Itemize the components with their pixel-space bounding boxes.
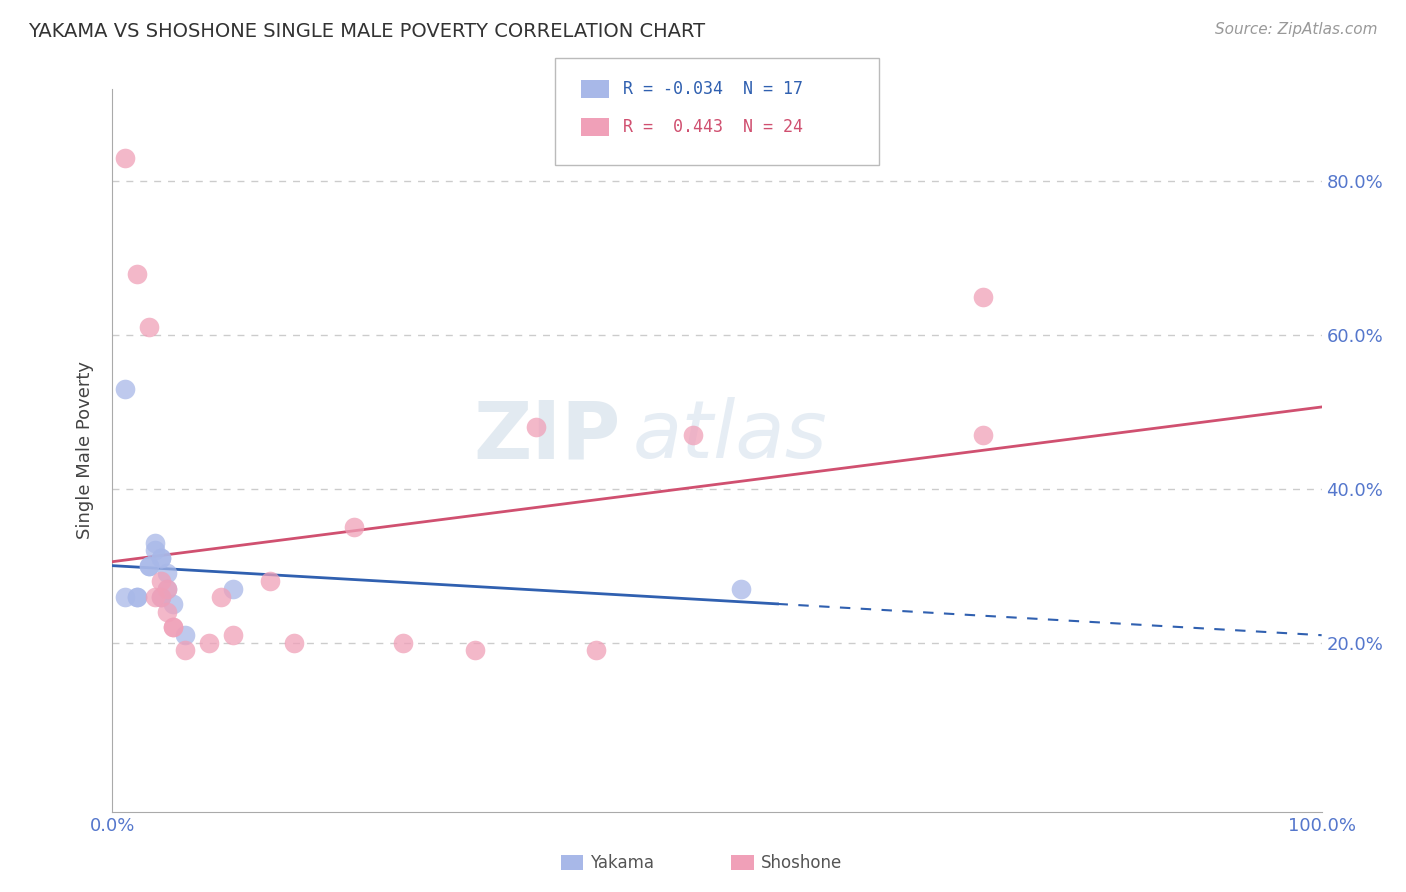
Point bbox=[156, 605, 179, 619]
Text: atlas: atlas bbox=[633, 397, 827, 475]
Point bbox=[222, 582, 245, 596]
Point bbox=[391, 635, 413, 649]
Point bbox=[156, 582, 179, 596]
Point bbox=[259, 574, 281, 588]
Point bbox=[138, 558, 160, 573]
Point bbox=[162, 620, 184, 634]
Point bbox=[222, 628, 245, 642]
Point bbox=[125, 267, 148, 281]
Point bbox=[524, 420, 547, 434]
Point bbox=[149, 574, 172, 588]
Point bbox=[730, 582, 752, 596]
Point bbox=[343, 520, 366, 534]
Point bbox=[143, 590, 166, 604]
Point bbox=[114, 590, 136, 604]
Point bbox=[174, 643, 197, 657]
Point bbox=[972, 428, 994, 442]
Point bbox=[138, 320, 160, 334]
Text: R =  0.443  N = 24: R = 0.443 N = 24 bbox=[623, 118, 803, 136]
Text: Source: ZipAtlas.com: Source: ZipAtlas.com bbox=[1215, 22, 1378, 37]
Point bbox=[972, 290, 994, 304]
Point bbox=[143, 543, 166, 558]
Point bbox=[162, 620, 184, 634]
Point bbox=[149, 590, 172, 604]
Y-axis label: Single Male Poverty: Single Male Poverty bbox=[76, 361, 94, 540]
Point bbox=[283, 635, 305, 649]
Point bbox=[114, 382, 136, 396]
Point bbox=[143, 535, 166, 549]
Text: Yakama: Yakama bbox=[591, 854, 655, 871]
Point bbox=[464, 643, 486, 657]
Point bbox=[149, 590, 172, 604]
Point bbox=[114, 152, 136, 166]
Point bbox=[162, 597, 184, 611]
Text: R = -0.034  N = 17: R = -0.034 N = 17 bbox=[623, 80, 803, 98]
Point bbox=[125, 590, 148, 604]
Point bbox=[149, 551, 172, 566]
Point bbox=[138, 558, 160, 573]
Text: Shoshone: Shoshone bbox=[761, 854, 842, 871]
Point bbox=[682, 428, 704, 442]
Point bbox=[149, 551, 172, 566]
Point bbox=[585, 643, 607, 657]
Text: ZIP: ZIP bbox=[472, 397, 620, 475]
Point bbox=[125, 590, 148, 604]
Point bbox=[174, 628, 197, 642]
Point bbox=[198, 635, 221, 649]
Point bbox=[156, 582, 179, 596]
Point bbox=[209, 590, 232, 604]
Point bbox=[156, 566, 179, 581]
Text: YAKAMA VS SHOSHONE SINGLE MALE POVERTY CORRELATION CHART: YAKAMA VS SHOSHONE SINGLE MALE POVERTY C… bbox=[28, 22, 706, 41]
